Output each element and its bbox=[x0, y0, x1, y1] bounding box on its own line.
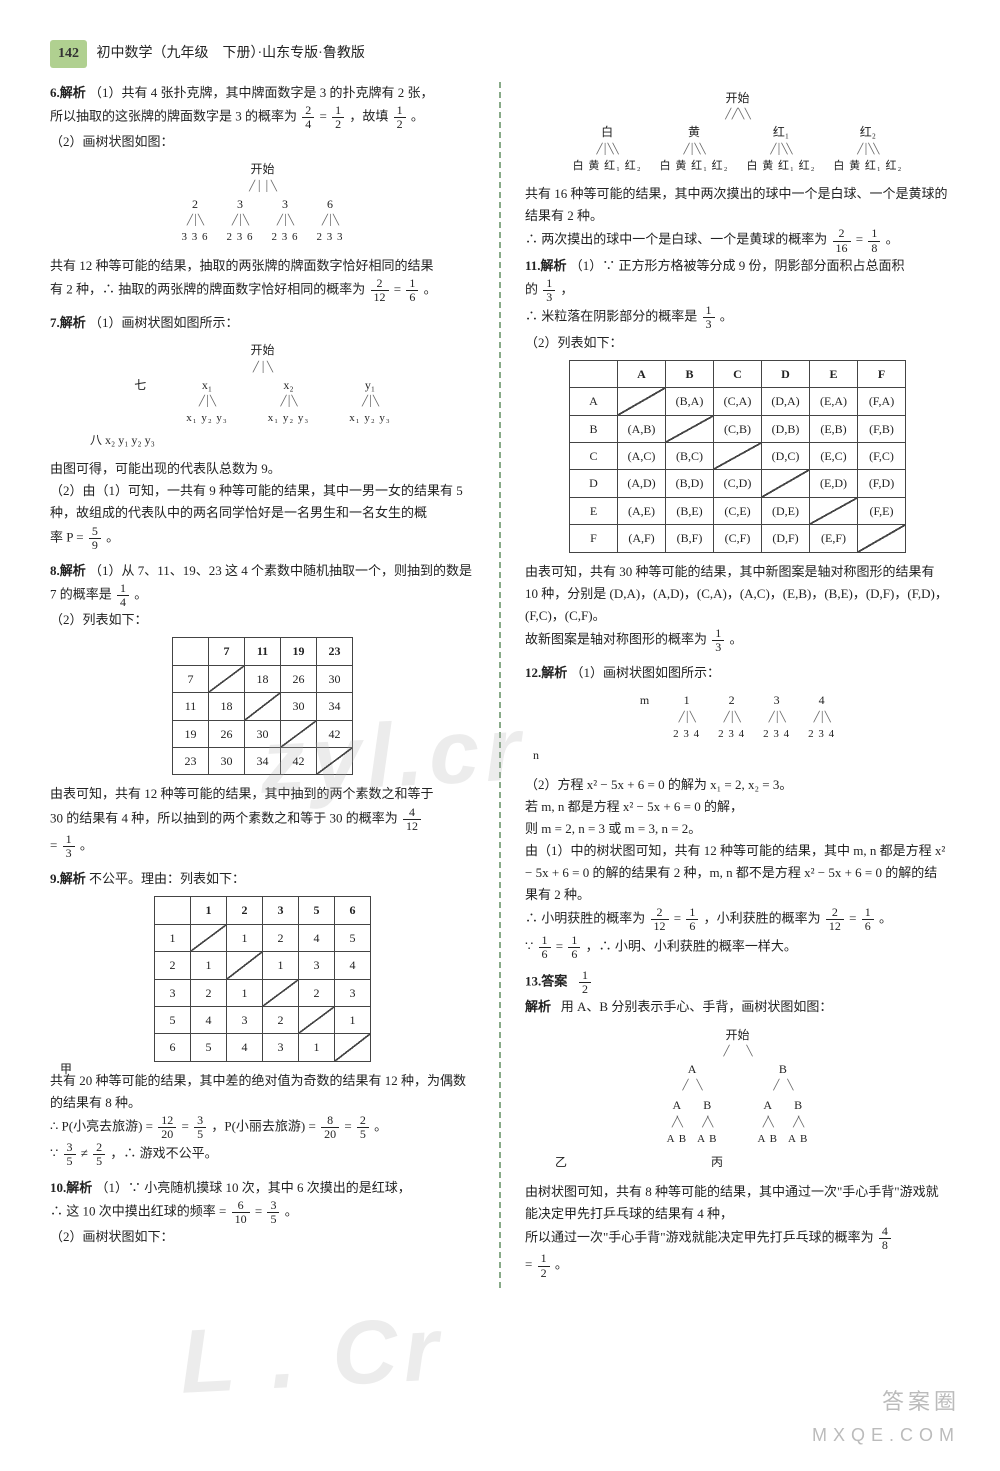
q10-r-p1: 共有 16 种等可能的结果，其中两次摸出的球中一个是白球、一个是黄球的结果有 2… bbox=[525, 183, 950, 227]
q6-p4: 共有 12 种等可能的结果，抽取的两张牌的牌面数字恰好相同的结果 bbox=[50, 255, 475, 277]
q12-p1: （1）画树状图如图所示： bbox=[571, 665, 721, 680]
q7-tree: 开始 ╱ │ ╲ 七 x₁╱│╲x₁ y₂ y₃ x₂╱│╲x₁ y₂ y₃ y… bbox=[50, 340, 475, 450]
q8-table: 7 11 19 23 7182630 11183034 19263042 233… bbox=[172, 637, 353, 775]
q12-p7: ∵ 16 = 16 ，∴ 小明、小利获胜的概率一样大。 bbox=[525, 934, 950, 961]
q7-row-lbl: 七 bbox=[134, 375, 146, 428]
q11-p4: （2）列表如下： bbox=[525, 332, 950, 354]
q7-label: 7.解析 bbox=[50, 315, 86, 330]
q13-label: 13.答案 bbox=[525, 974, 567, 989]
q13-p4: = 12 。 bbox=[525, 1252, 950, 1279]
watermark-2: L . Cr bbox=[176, 1273, 448, 1440]
q12-label: 12.解析 bbox=[525, 665, 567, 680]
q9-label: 9.解析 bbox=[50, 871, 86, 886]
right-column: 开始 ╱ ╱ ╲ ╲ 白╱│╲╲白 黄 红₁ 红₂ 黄╱│╲╲白 黄 红₁ 红₂… bbox=[525, 82, 950, 1288]
q11-p2: 的 13 ， bbox=[525, 277, 950, 304]
q6-p1: （1）共有 4 张扑克牌，其中牌面数字是 3 的扑克牌有 2 张， bbox=[89, 85, 434, 100]
q8-label: 8.解析 bbox=[50, 563, 86, 578]
q9-table: 1 2 3 5 6 11245 21134 32123 54321 65431 bbox=[154, 896, 371, 1061]
q6-p2: 所以抽取的这张牌的牌面数字是 3 的概率为 24 = 12 ，故填 12 。 bbox=[50, 104, 475, 131]
q13-p2: 由树状图可知，共有 8 种等可能的结果，其中通过一次"手心手背"游戏就能决定甲先… bbox=[525, 1181, 950, 1225]
q10-r-p2: ∴ 两次摸出的球中一个是白球、一个是黄球的概率为 216 = 18 。 bbox=[525, 227, 950, 254]
q6-tree: 开始 ╱ │ │ ╲ 2╱│╲3 3 6 3╱│╲2 3 6 3╱│╲2 3 6… bbox=[50, 159, 475, 246]
q7-p4: 率 P = 59 。 bbox=[50, 525, 475, 552]
q11-p5: 由表可知，共有 30 种等可能的结果，其中新图案是轴对称图形的结果有 10 种，… bbox=[525, 561, 950, 627]
page: 142 初中数学（九年级 下册）·山东专版·鲁教版 zyl.cr L . Cr … bbox=[0, 0, 1000, 1471]
q12-p3: 若 m, n 都是方程 x² − 5x + 6 = 0 的解， bbox=[525, 796, 950, 818]
q11-table: A B C D E F A(B,A)(C,A)(D,A)(E,A)(F,A) B… bbox=[569, 360, 906, 553]
q11-p1: （1）∵ 正方形方格被等分成 9 份，阴影部分面积占总面积 bbox=[570, 258, 905, 273]
q8-p6: = 13 。 bbox=[50, 833, 475, 860]
q12-tree: m 1╱│╲2 3 4 2╱│╲2 3 4 3╱│╲2 3 4 4╱│╲2 3 … bbox=[525, 690, 950, 765]
q12-p6: ∴ 小明获胜的概率为 212 = 16 ，小利获胜的概率为 212 = 16 。 bbox=[525, 906, 950, 933]
q6: 6.解析 （1）共有 4 张扑克牌，其中牌面数字是 3 的扑克牌有 2 张， 所… bbox=[50, 82, 475, 305]
column-divider bbox=[499, 82, 501, 1288]
q11-p6: 故新图案是轴对称图形的概率为 13 。 bbox=[525, 627, 950, 654]
q13: 13.答案 12 解析 用 A、B 分别表示手心、手背，画树状图如图： 开始 ╱… bbox=[525, 969, 950, 1280]
page-number: 142 bbox=[50, 40, 87, 68]
left-column: 6.解析 （1）共有 4 张扑克牌，其中牌面数字是 3 的扑克牌有 2 张， 所… bbox=[50, 82, 475, 1288]
q8-p1: （1）从 7、11、19、23 这 4 个素数中随机抽取一个，则抽到的数是 bbox=[89, 563, 472, 578]
q9-p1: 不公平。理由：列表如下： bbox=[89, 871, 245, 886]
q12: 12.解析 （1）画树状图如图所示： m 1╱│╲2 3 4 2╱│╲2 3 4… bbox=[525, 662, 950, 961]
q8-p4: 由表可知，共有 12 种等可能的结果，其中抽到的两个素数之和等于 bbox=[50, 783, 475, 805]
q11-label: 11.解析 bbox=[525, 258, 567, 273]
q7-p2: 由图可得，可能出现的代表队总数为 9。 bbox=[50, 458, 475, 480]
q8: 8.解析 （1）从 7、11、19、23 这 4 个素数中随机抽取一个，则抽到的… bbox=[50, 560, 475, 860]
q9-p3: ∴ P(小亮去旅游) = 1220 = 35 ，P(小丽去旅游) = 820 =… bbox=[50, 1114, 475, 1141]
page-header: 142 初中数学（九年级 下册）·山东专版·鲁教版 bbox=[50, 40, 950, 68]
q13-label2: 解析 bbox=[525, 999, 551, 1014]
q9-p4: ∵ 35 ≠ 25 ，∴ 游戏不公平。 bbox=[50, 1141, 475, 1168]
q13-p1: 用 A、B 分别表示手心、手背，画树状图如图： bbox=[561, 999, 833, 1014]
footer-watermark: 答案圈 MXQE.COM bbox=[812, 1383, 960, 1451]
q8-p5: 30 的结果有 4 种，所以抽到的两个素数之和等于 30 的概率为 412 bbox=[50, 806, 475, 833]
q8-p3: （2）列表如下： bbox=[50, 609, 475, 631]
q13-p3: 所以通过一次"手心手背"游戏就能决定甲先打乒乓球的概率为 48 bbox=[525, 1225, 950, 1252]
q10-p2: ∴ 这 10 次中摸出红球的频率 = 610 = 35 。 bbox=[50, 1199, 475, 1226]
q9-p2: 共有 20 种等可能的结果，其中差的绝对值为奇数的结果有 12 种，为偶数的结果… bbox=[50, 1070, 475, 1114]
q10-tree: 开始 ╱ ╱ ╲ ╲ 白╱│╲╲白 黄 红₁ 红₂ 黄╱│╲╲白 黄 红₁ 红₂… bbox=[525, 88, 950, 175]
q7-p3: （2）由（1）可知，一共有 9 种等可能的结果，其中一男一女的结果有 5 种，故… bbox=[50, 480, 475, 524]
q10-p1: （1）∵ 小亮随机摸球 10 次，其中 6 次摸出的是红球， bbox=[96, 1180, 411, 1195]
q10-label: 10.解析 bbox=[50, 1180, 92, 1195]
columns: 6.解析 （1）共有 4 张扑克牌，其中牌面数字是 3 的扑克牌有 2 张， 所… bbox=[50, 82, 950, 1288]
page-title: 初中数学（九年级 下册）·山东专版·鲁教版 bbox=[97, 46, 365, 61]
q6-label: 6.解析 bbox=[50, 85, 86, 100]
q11-p3: ∴ 米粒落在阴影部分的概率是 13 。 bbox=[525, 304, 950, 331]
q7: 7.解析 （1）画树状图如图所示： 开始 ╱ │ ╲ 七 x₁╱│╲x₁ y₂ … bbox=[50, 312, 475, 552]
q12-p5: 由（1）中的树状图可知，共有 12 种等可能的结果，其中 m, n 都是方程 x… bbox=[525, 840, 950, 906]
q12-p4: 则 m = 2, n = 3 或 m = 3, n = 2。 bbox=[525, 818, 950, 840]
q7-p1: （1）画树状图如图所示： bbox=[89, 315, 239, 330]
q13-tree: 开始 ╱ ╲ 甲 A ╱ ╲ A╱╲A B B╱╲A B bbox=[525, 1025, 950, 1173]
q10-p3: （2）画树状图如下： bbox=[50, 1226, 475, 1248]
q9: 9.解析 不公平。理由：列表如下： 1 2 3 5 6 11245 21134 … bbox=[50, 868, 475, 1168]
q7-leaf-lbl: 八 x₂ y₁ y₂ y₃ bbox=[50, 430, 475, 450]
q12-p2: （2）方程 x² − 5x + 6 = 0 的解为 x₁ = 2, x₂ = 3… bbox=[525, 774, 950, 796]
q6-p5: 有 2 种，∴ 抽取的两张牌的牌面数字恰好相同的概率为 212 = 16 。 bbox=[50, 277, 475, 304]
q8-p2: 7 的概率是 14 。 bbox=[50, 582, 475, 609]
q6-p3: （2）画树状图如图： bbox=[50, 131, 475, 153]
q10: 10.解析 （1）∵ 小亮随机摸球 10 次，其中 6 次摸出的是红球， ∴ 这… bbox=[50, 1177, 475, 1249]
q11: 11.解析 （1）∵ 正方形方格被等分成 9 份，阴影部分面积占总面积 的 13… bbox=[525, 255, 950, 654]
